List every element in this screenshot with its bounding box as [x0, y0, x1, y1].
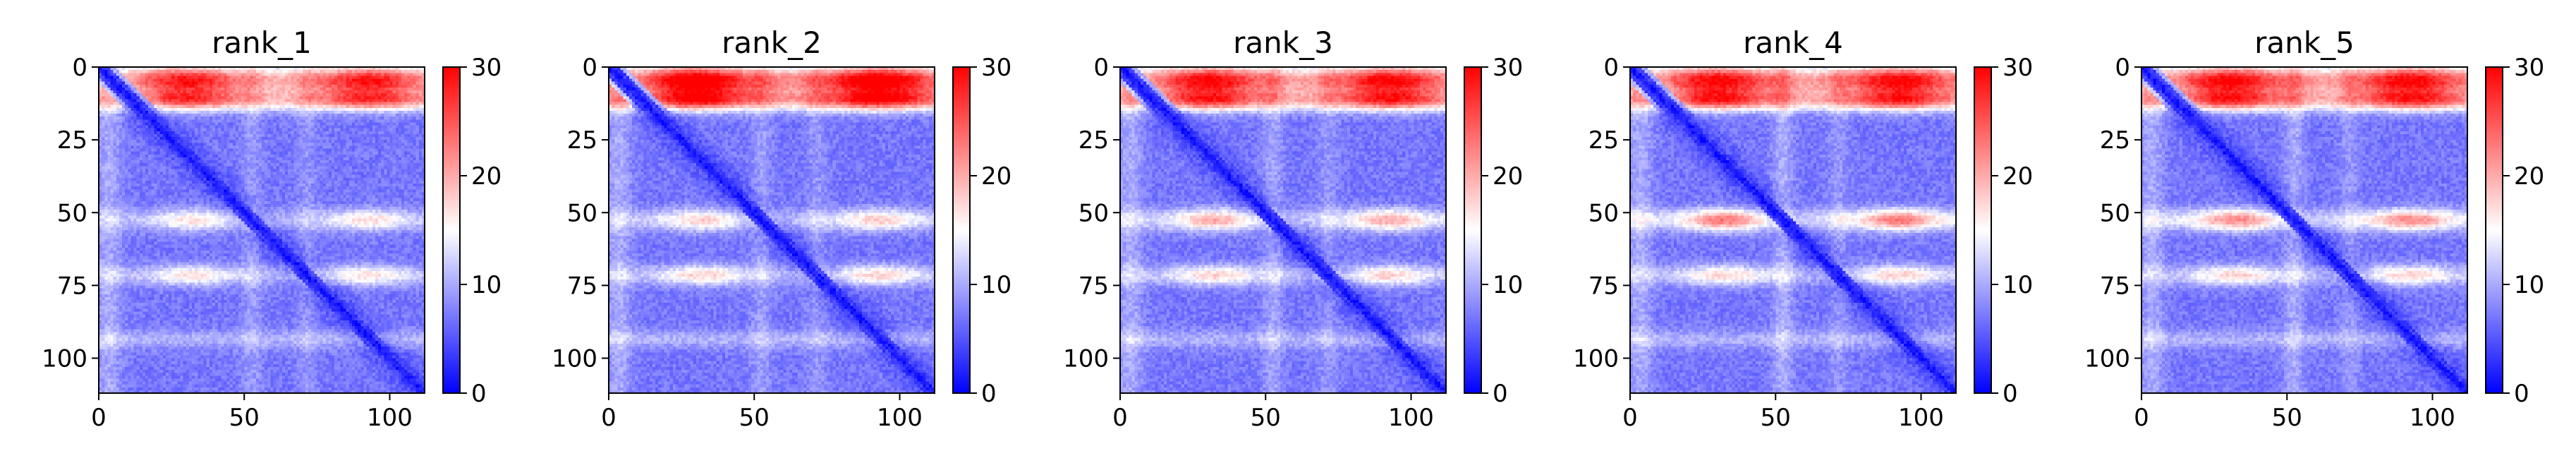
- colorbar-tick-label: 0: [471, 380, 487, 408]
- heatmap-image: [99, 67, 425, 393]
- heatmap-frame: [98, 66, 425, 394]
- y-tick-label: 50: [1588, 199, 1619, 227]
- heatmap-panel-3: rank_3 0 50 100 0 25 50 75 100 0 10 20 30: [1063, 25, 1523, 432]
- colorbar-tick-label: 10: [981, 271, 1011, 299]
- heatmap-image: [1120, 67, 1446, 393]
- y-tick-label: 0: [2115, 54, 2130, 82]
- panel-title: rank_1: [212, 25, 312, 60]
- y-tick-label: 100: [1063, 345, 1109, 373]
- y-tick-label: 50: [1079, 199, 1109, 227]
- y-tick-label: 100: [552, 345, 597, 373]
- colorbar-tick-label: 0: [2514, 380, 2529, 408]
- x-tick-label: 100: [877, 404, 923, 432]
- heatmap-frame: [2141, 66, 2468, 394]
- y-tick-label: 25: [57, 126, 87, 155]
- colorbar-tick-label: 30: [1493, 54, 1523, 82]
- colorbar-tick-label: 10: [471, 271, 502, 299]
- y-tick-label: 75: [57, 272, 87, 300]
- colorbar-tick-label: 10: [2003, 271, 2033, 299]
- colorbar-tick-label: 30: [2514, 54, 2544, 82]
- colorbar-tick-label: 0: [1493, 380, 1508, 408]
- heatmap-frame: [1119, 66, 1447, 394]
- x-tick-label: 50: [229, 404, 260, 432]
- y-tick-label: 75: [567, 272, 597, 300]
- y-tick-label: 25: [567, 126, 597, 155]
- x-tick-label: 100: [2410, 404, 2455, 432]
- colorbar-tick-label: 10: [2514, 271, 2544, 299]
- colorbar-tick-label: 20: [2514, 162, 2544, 191]
- panel-title: rank_2: [722, 25, 822, 60]
- heatmap-panel-4: rank_4 0 50 100 0 25 50 75 100 0 10 20 30: [1573, 25, 2033, 432]
- colorbar-tick-label: 20: [1493, 162, 1523, 191]
- heatmap-image: [2141, 67, 2467, 393]
- y-tick-label: 0: [72, 54, 87, 82]
- y-tick-label: 100: [1573, 345, 1619, 373]
- y-tick-label: 100: [2084, 345, 2130, 373]
- colorbar: [2486, 67, 2503, 393]
- y-tick-label: 75: [1588, 272, 1619, 300]
- colorbar-frame: [952, 66, 971, 394]
- y-tick-label: 50: [57, 199, 87, 227]
- colorbar-frame: [1464, 66, 1482, 394]
- heatmap-panel-1: rank_1 0 50 100 0 25 50 75 100 0 10 20 30: [42, 25, 502, 432]
- colorbar-tick-label: 30: [981, 54, 1011, 82]
- colorbar-tick-label: 30: [471, 54, 502, 82]
- y-tick-label: 75: [1079, 272, 1109, 300]
- x-tick-label: 0: [1622, 404, 1638, 432]
- y-tick-label: 0: [1603, 54, 1619, 82]
- x-tick-label: 50: [1761, 404, 1791, 432]
- colorbar-tick-label: 0: [981, 380, 997, 408]
- colorbar-tick-label: 30: [2003, 54, 2033, 82]
- x-tick-label: 0: [91, 404, 107, 432]
- y-tick-label: 50: [567, 199, 597, 227]
- colorbar-tick-label: 20: [2003, 162, 2033, 191]
- y-tick-label: 0: [582, 54, 597, 82]
- y-tick-label: 100: [42, 345, 87, 373]
- colorbar-frame: [2485, 66, 2503, 394]
- colorbar: [1464, 67, 1481, 393]
- x-tick-label: 50: [739, 404, 770, 432]
- x-tick-label: 50: [2272, 404, 2302, 432]
- y-tick-label: 25: [1079, 126, 1109, 155]
- y-tick-label: 75: [2100, 272, 2130, 300]
- panel-title: rank_5: [2254, 25, 2355, 60]
- x-tick-label: 0: [2134, 404, 2149, 432]
- x-tick-label: 100: [1898, 404, 1944, 432]
- colorbar-tick-label: 20: [981, 162, 1011, 191]
- heatmap-panel-5: rank_5 0 50 100 0 25 50 75 100 0 10 20 30: [2084, 25, 2544, 432]
- colorbar-tick-label: 10: [1493, 271, 1523, 299]
- y-tick-label: 25: [1588, 126, 1619, 155]
- x-tick-label: 100: [367, 404, 413, 432]
- heatmap-frame: [1629, 66, 1957, 394]
- heatmap-panel-2: rank_2 0 50 100 0 25 50 75 100 0 10 20 30: [552, 25, 1011, 432]
- x-tick-label: 100: [1388, 404, 1434, 432]
- colorbar: [953, 67, 970, 393]
- colorbar-tick-label: 20: [471, 162, 502, 191]
- y-tick-label: 25: [2100, 126, 2130, 155]
- heatmap-frame: [608, 66, 935, 394]
- y-tick-label: 0: [1093, 54, 1109, 82]
- colorbar-frame: [1974, 66, 1992, 394]
- colorbar: [443, 67, 460, 393]
- x-tick-label: 50: [1251, 404, 1281, 432]
- panel-title: rank_3: [1233, 25, 1333, 60]
- colorbar-tick-label: 0: [2003, 380, 2018, 408]
- heatmap-image: [609, 67, 935, 393]
- y-tick-label: 50: [2100, 199, 2130, 227]
- x-tick-label: 0: [1112, 404, 1128, 432]
- panel-title: rank_4: [1743, 25, 1843, 60]
- x-tick-label: 0: [601, 404, 616, 432]
- colorbar: [1974, 67, 1991, 393]
- heatmap-image: [1630, 67, 1956, 393]
- colorbar-frame: [442, 66, 461, 394]
